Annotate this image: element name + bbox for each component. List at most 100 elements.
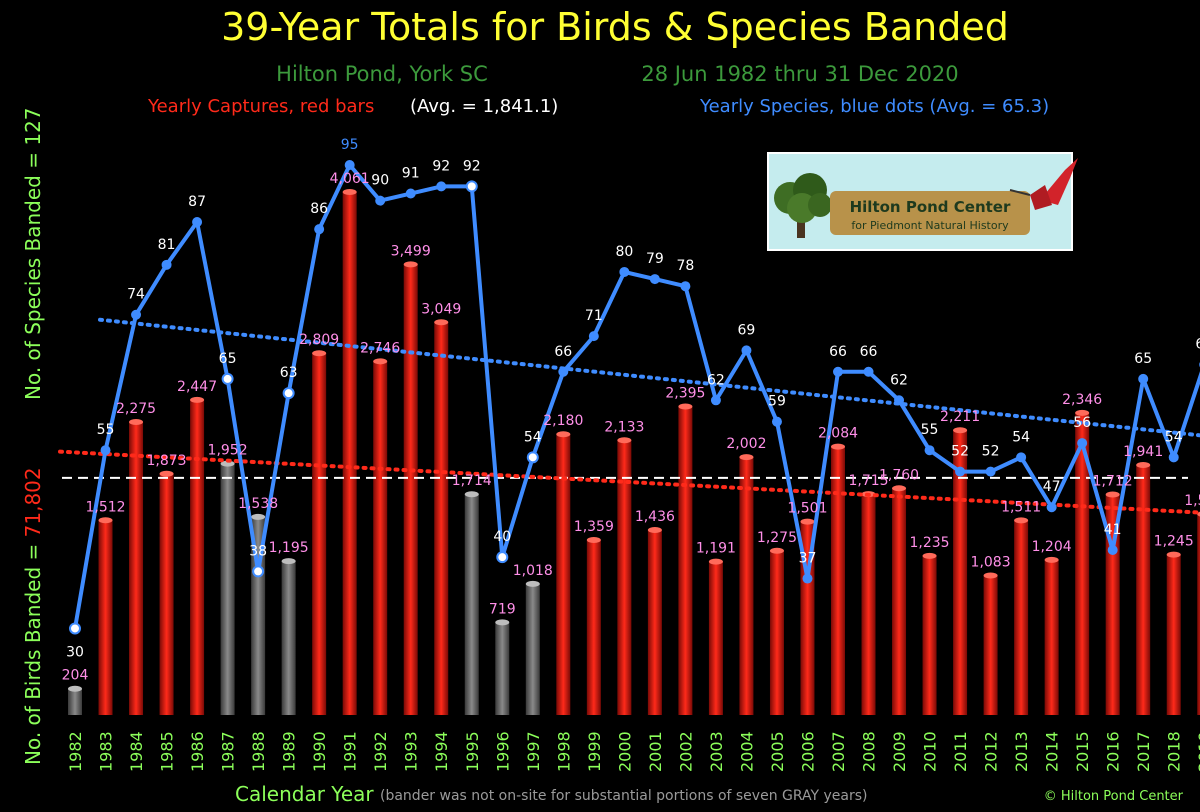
x-tick-2009: 2009 — [890, 731, 909, 772]
bar-1989 — [281, 561, 296, 715]
species-point-2000 — [619, 266, 630, 277]
x-tick-1984: 1984 — [127, 731, 146, 772]
species-point-1992 — [375, 195, 386, 206]
bar-top-1995 — [464, 491, 479, 498]
species-point-1993 — [405, 188, 416, 199]
bar-label-2016: 1,712 — [1093, 473, 1133, 489]
species-point-2016 — [1107, 545, 1118, 556]
bar-label-1991: 4,061 — [330, 171, 370, 187]
species-point-2006 — [802, 573, 813, 584]
species-label-2016: 41 — [1104, 522, 1122, 538]
bar-label-1995: 1,714 — [452, 473, 492, 489]
bar-top-2011 — [953, 427, 968, 434]
bar-label-1998: 2,180 — [543, 413, 583, 429]
bar-label-2005: 1,275 — [757, 530, 797, 546]
bar-top-2017 — [1136, 461, 1151, 468]
bar-2018 — [1166, 554, 1181, 715]
bar-1984 — [129, 421, 144, 715]
bar-label-1996: 719 — [489, 601, 516, 617]
x-tick-2001: 2001 — [646, 731, 665, 772]
species-label-2008: 66 — [860, 344, 878, 360]
species-point-1991 — [344, 160, 355, 170]
bar-top-1985 — [159, 470, 174, 477]
bar-label-2004: 2,002 — [726, 436, 766, 452]
bar-label-1988: 1,538 — [238, 496, 278, 512]
species-layer — [69, 160, 1200, 635]
species-label-1986: 87 — [188, 194, 206, 210]
bar-top-1998 — [556, 431, 571, 438]
bar-label-1997: 1,018 — [513, 563, 553, 579]
bar-2010 — [922, 555, 937, 715]
logo-banner — [830, 191, 1030, 235]
x-tick-1993: 1993 — [402, 731, 421, 772]
x-tick-2002: 2002 — [676, 731, 695, 772]
bar-2003 — [708, 561, 723, 715]
bar-1987 — [220, 463, 235, 715]
bar-1991 — [342, 191, 357, 715]
labels-layer: 204 1,512 2,275 1,873 2,447 1,952 1,538 1,195 2,… — [62, 137, 1200, 684]
birds-axis-label-total: 71,802 — [21, 467, 45, 537]
bar-label-1982: 204 — [62, 668, 89, 684]
species-point-2008 — [863, 366, 874, 377]
birds-axis-label: No. of Birds Banded = 71,802 — [21, 467, 45, 765]
bar-label-1993: 3,499 — [391, 243, 431, 259]
bar-2005 — [769, 550, 784, 715]
bar-1985 — [159, 473, 174, 715]
bar-top-2004 — [739, 454, 754, 461]
bar-label-1986: 2,447 — [177, 379, 217, 395]
bar-1993 — [403, 264, 418, 715]
bar-2008 — [861, 494, 876, 715]
species-label-2004: 69 — [738, 322, 756, 338]
bar-label-1987: 1,952 — [208, 443, 248, 459]
bar-1983 — [98, 520, 113, 715]
bar-1996 — [495, 622, 510, 715]
x-tick-2013: 2013 — [1012, 731, 1031, 772]
x-tick-1996: 1996 — [493, 731, 512, 772]
species-point-1997 — [526, 451, 539, 464]
bar-label-1989: 1,195 — [269, 540, 309, 556]
x-tick-1990: 1990 — [310, 731, 329, 772]
trend-layer — [58, 317, 1200, 515]
x-axis-label: Calendar Year — [235, 782, 374, 806]
species-point-2009 — [894, 395, 905, 406]
x-tick-2012: 2012 — [982, 731, 1001, 772]
x-tick-2005: 2005 — [768, 731, 787, 772]
species-point-2012 — [985, 466, 996, 477]
x-tick-1988: 1988 — [249, 731, 268, 772]
bar-top-2013 — [1014, 517, 1029, 524]
bar-top-2006 — [800, 518, 815, 525]
species-label-1991: 95 — [341, 137, 359, 153]
x-ticks-layer: 1982 1983 1984 1985 1986 1987 1988 1989 1990 1991… — [66, 731, 1200, 772]
species-point-2004 — [741, 345, 752, 356]
bar-top-2014 — [1044, 556, 1059, 563]
bar-top-2000 — [617, 437, 632, 444]
bar-1995 — [464, 494, 479, 715]
species-point-1998 — [558, 366, 569, 377]
bar-2007 — [831, 446, 845, 715]
species-label-1999: 71 — [585, 308, 603, 324]
bar-top-1986 — [190, 396, 205, 403]
species-label-1987: 65 — [219, 351, 237, 367]
bar-1986 — [190, 399, 205, 715]
species-point-1984 — [131, 309, 142, 320]
bar-top-1993 — [403, 261, 418, 268]
bar-1988 — [251, 516, 266, 715]
species-label-1989: 63 — [280, 365, 298, 381]
x-tick-1986: 1986 — [188, 731, 207, 772]
species-trendline — [98, 317, 1200, 438]
bars-layer — [68, 188, 1200, 715]
bar-top-1984 — [129, 418, 144, 425]
bar-label-1992: 2,746 — [360, 340, 400, 356]
bar-label-2006: 1,501 — [787, 501, 827, 517]
species-label-1984: 74 — [127, 287, 145, 303]
species-label-1996: 40 — [493, 529, 511, 545]
bar-label-2001: 1,436 — [635, 509, 675, 525]
logo-line2: for Piedmont Natural History — [851, 219, 1009, 232]
bar-2004 — [739, 457, 754, 715]
bar-top-1990 — [312, 350, 327, 357]
bar-label-2019: 1,560 — [1184, 493, 1200, 509]
x-tick-2016: 2016 — [1104, 731, 1123, 772]
copyright-text: © Hilton Pond Center — [1044, 789, 1184, 804]
species-point-1989 — [282, 387, 295, 400]
x-tick-2017: 2017 — [1134, 731, 1153, 772]
